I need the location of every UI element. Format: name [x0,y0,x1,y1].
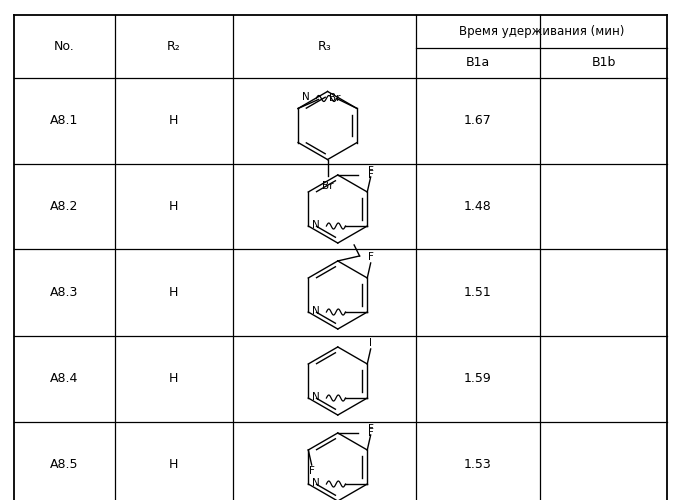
Text: F: F [368,424,374,434]
Text: F: F [368,252,374,262]
Text: N: N [312,478,319,488]
Text: A8.1: A8.1 [50,114,78,127]
Text: 1.48: 1.48 [464,200,492,213]
Text: R₃: R₃ [317,40,331,52]
Text: 1.53: 1.53 [464,458,492,471]
Text: No.: No. [54,40,75,52]
Text: R₂: R₂ [167,40,180,52]
Text: H: H [169,458,178,471]
Text: N: N [302,92,309,102]
Text: Br: Br [322,180,333,190]
Text: Br: Br [330,94,341,104]
Text: H: H [169,200,178,213]
Text: 1.59: 1.59 [464,372,492,385]
Text: F: F [308,466,315,476]
Text: Время удерживания (мин): Время удерживания (мин) [459,24,624,38]
Text: I: I [369,338,373,348]
Text: A8.3: A8.3 [50,286,78,299]
Text: A8.2: A8.2 [50,200,78,213]
Text: B1a: B1a [466,56,490,69]
Text: 1.67: 1.67 [464,114,492,127]
Text: F: F [368,170,374,180]
Text: F: F [368,428,374,438]
Text: A8.4: A8.4 [50,372,78,385]
Text: 1.51: 1.51 [464,286,492,299]
Text: H: H [169,114,178,127]
Text: N: N [312,220,319,230]
Text: H: H [169,286,178,299]
Text: N: N [312,392,319,402]
Text: F: F [368,166,374,176]
Text: A8.5: A8.5 [50,458,78,471]
Text: B1b: B1b [592,56,616,69]
Text: N: N [312,306,319,316]
Text: H: H [169,372,178,385]
